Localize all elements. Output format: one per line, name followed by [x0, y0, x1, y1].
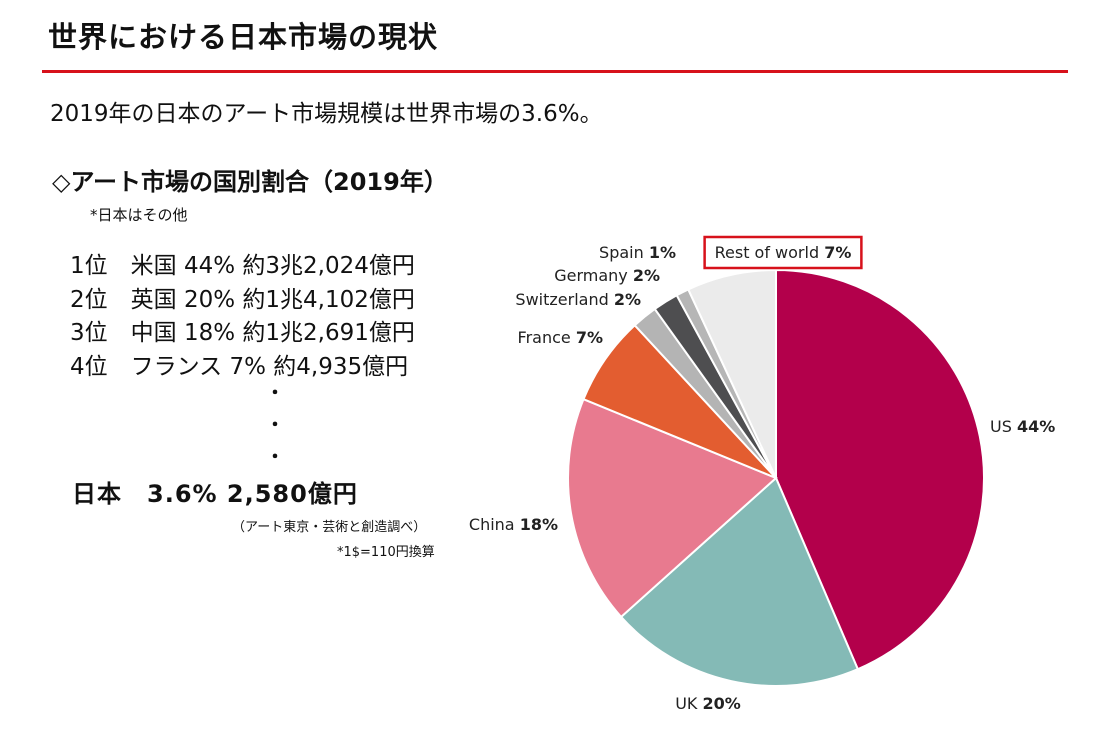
pie-slice-us [775, 268, 985, 671]
exchange-rate-note: *1$=110円換算 [337, 545, 435, 560]
ranking-item: 4位 フランス 7% 約4,935億円 [70, 353, 409, 380]
slice-label-value: 1% [649, 243, 676, 262]
slice-label-value: 2% [633, 266, 660, 285]
slice-label-france: France 7% [518, 328, 603, 347]
ranking-item: 2位 英国 20% 約1兆4,102億円 [70, 286, 415, 313]
slice-label-germany: Germany 2% [554, 266, 660, 285]
slice-label-value: 44% [1017, 417, 1055, 436]
slice-label-value: 7% [824, 243, 851, 262]
slice-label-value: 20% [703, 694, 741, 713]
summary-text: 2019年の日本のアート市場規模は世界市場の3.6%。 [50, 101, 603, 127]
slice-label-name: Rest of world [715, 243, 825, 262]
title-underline [42, 70, 1068, 73]
ellipsis-dot: ・ [266, 415, 284, 436]
ranking-item: 3位 中国 18% 約1兆2,691億円 [70, 320, 415, 346]
slice-label-switzerland: Switzerland 2% [515, 290, 641, 309]
slice-label-name: US [990, 417, 1017, 436]
slice-label-value: 2% [614, 290, 641, 309]
slice-label-us: US 44% [990, 417, 1055, 436]
page-title: 世界における日本市場の現状 [48, 20, 439, 54]
slice-label-name: UK [675, 694, 702, 713]
ellipsis-dots: ・ ・ ・ [266, 378, 284, 474]
slice-label-name: Spain [599, 243, 649, 262]
pie-slice-uk [619, 476, 860, 687]
slice-label-value: 7% [576, 328, 603, 347]
slice-label-rest-of-world: Rest of world 7% [715, 243, 852, 262]
slice-label-name: Switzerland [515, 290, 613, 309]
slice-label-value: 18% [520, 515, 558, 534]
ellipsis-dot: ・ [266, 383, 284, 404]
ellipsis-dot: ・ [266, 447, 284, 468]
section-heading: ◇アート市場の国別割合（2019年） [52, 168, 448, 196]
pie-slice-rest-of-world [686, 268, 777, 479]
slice-label-name: China [469, 515, 520, 534]
slice-label-name: Germany [554, 266, 633, 285]
ranking-item: 1位 米国 44% 約3兆2,024億円 [70, 253, 415, 279]
japan-share: 日本 3.6% 2,580億円 [72, 480, 358, 508]
ranking-list: 1位 米国 44% 約3兆2,024億円 2位 英国 20% 約1兆4,102億… [70, 250, 415, 384]
source-note: （アート東京・芸術と創造調べ） [232, 520, 427, 535]
slice-label-china: China 18% [469, 515, 558, 534]
section-note: *日本はその他 [90, 206, 188, 224]
pie-slice-china [567, 397, 778, 619]
highlight-box [703, 235, 863, 270]
slice-label-uk: UK 20% [675, 694, 741, 713]
slice-label-name: France [518, 328, 576, 347]
slice-label-spain: Spain 1% [599, 243, 676, 262]
